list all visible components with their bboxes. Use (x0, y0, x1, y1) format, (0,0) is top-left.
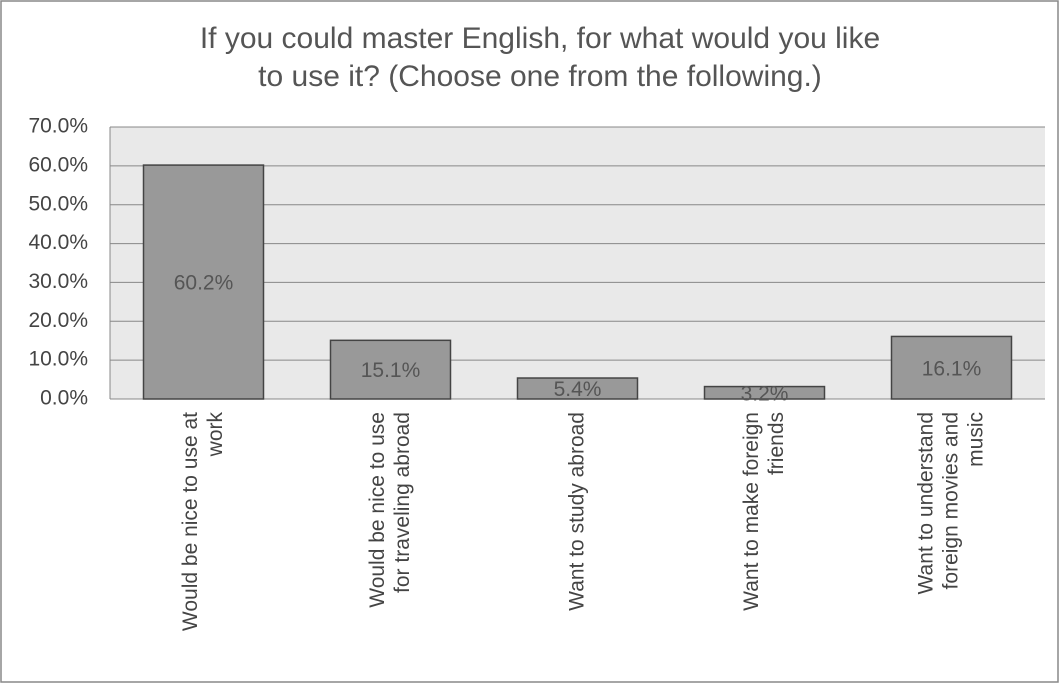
y-tick-label: 70.0% (28, 115, 88, 138)
bar (703, 385, 826, 400)
x-tick-label: Want to understandforeign movies andmusi… (914, 412, 987, 595)
x-tick-label: Want to study abroad (565, 412, 588, 611)
y-tick-label: 40.0% (28, 231, 88, 254)
value-label: 15.1% (361, 359, 421, 382)
x-tick-label: Want to make foreignfriends (740, 412, 788, 611)
y-tick-label: 50.0% (28, 192, 88, 215)
x-tick-label: Would be nice to use atwork (179, 412, 227, 632)
bar (890, 335, 1013, 400)
y-tick-label: 30.0% (28, 270, 88, 293)
y-tick-label: 0.0% (40, 387, 88, 410)
bar (329, 339, 452, 400)
bar (516, 377, 639, 400)
value-label: 16.1% (922, 357, 982, 380)
chart-title: to use it? (Choose one from the followin… (258, 60, 822, 93)
y-tick-label: 20.0% (28, 309, 88, 332)
chart-title: If you could master English, for what wo… (200, 22, 880, 55)
y-tick-label: 10.0% (28, 348, 88, 371)
value-label: 60.2% (174, 272, 234, 295)
x-tick-label: Would be nice to usefor traveling abroad (366, 412, 414, 608)
plot-area (110, 127, 1045, 399)
value-label: 5.4% (554, 378, 602, 401)
y-tick-label: 60.0% (28, 153, 88, 176)
bar (142, 164, 265, 400)
value-label: 3.2% (741, 382, 789, 405)
